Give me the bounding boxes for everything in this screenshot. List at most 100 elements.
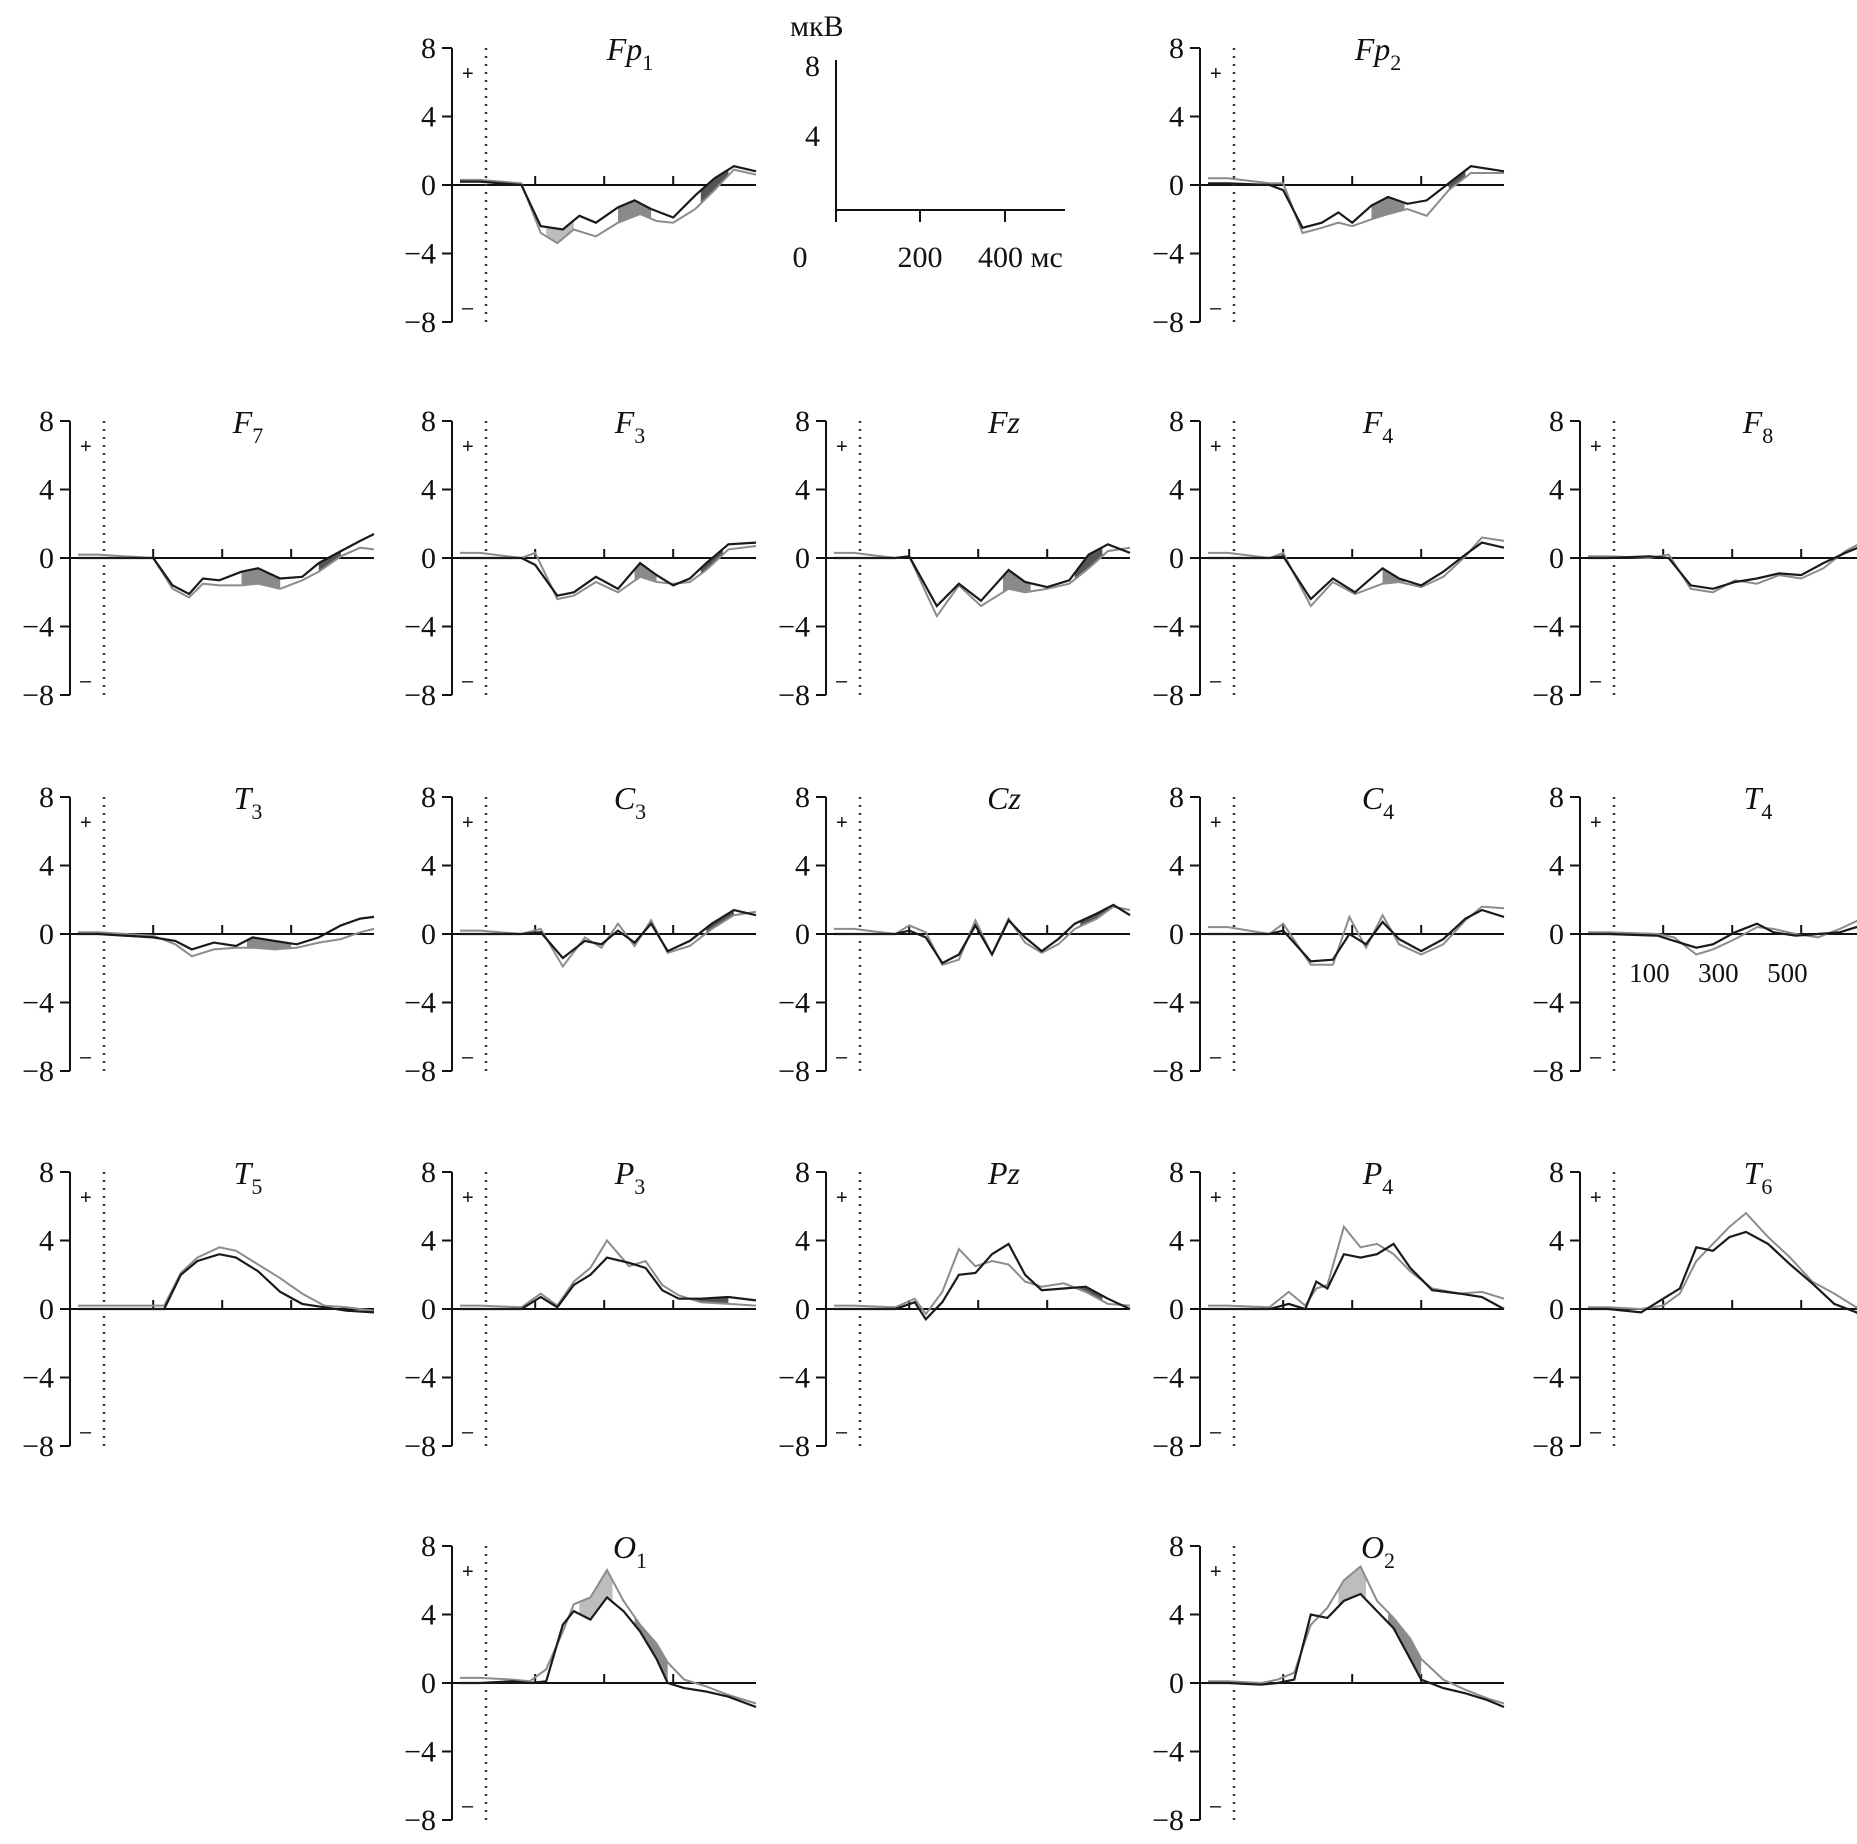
erp-trace-light [1208, 905, 1505, 966]
y-tick-label: 8 [421, 781, 436, 814]
y-tick-label: −4 [778, 611, 810, 644]
panel-title: Fp1 [606, 31, 654, 75]
scale-x-tick-label: 400 мс [978, 241, 1063, 274]
y-tick-label: −8 [1152, 1804, 1184, 1837]
y-tick-label: 8 [421, 1156, 436, 1189]
erp-trace-light [1208, 1564, 1505, 1705]
panel-t4: 8 4 0 −4 −8 + – T4 100 300 500 [1532, 780, 1857, 1088]
difference-area [1338, 1566, 1366, 1607]
y-tick-label: 8 [421, 405, 436, 438]
erp-trace-light [1208, 536, 1505, 608]
erp-trace-light [1208, 172, 1504, 235]
y-tick-label: −8 [1152, 306, 1184, 339]
negative-sign: – [1210, 1795, 1222, 1817]
erp-trace-light [78, 546, 375, 599]
y-tick-label: 4 [1169, 101, 1184, 134]
panel-title: Fz [987, 404, 1021, 440]
scale-reference-panel: мкВ 8 4 0 200 400 мс [790, 10, 1065, 274]
y-tick-label: −4 [1152, 611, 1184, 644]
y-tick-label: 8 [1169, 405, 1184, 438]
panel-t5: 8 4 0 −4 −8 + – T5 [22, 1155, 375, 1463]
difference-area [579, 1570, 613, 1620]
y-tick-label: −8 [22, 679, 54, 712]
y-tick-label: 0 [421, 542, 436, 575]
negative-sign: – [462, 297, 474, 319]
difference-area [700, 169, 729, 204]
y-tick-label: 4 [1549, 474, 1564, 507]
panel-o2: 8 4 0 −4 −8 + – O2 [1152, 1529, 1505, 1837]
y-tick-label: 4 [1549, 1225, 1564, 1258]
erp-trace-dark [1208, 541, 1505, 601]
difference-area [618, 200, 652, 223]
y-tick-label: 8 [795, 1156, 810, 1189]
y-tick-label: −4 [1532, 987, 1564, 1020]
erp-trace-dark [1208, 908, 1505, 963]
panel-title: T6 [1744, 1155, 1773, 1199]
positive-sign: + [462, 812, 474, 834]
panel-title: Fp2 [1354, 31, 1402, 75]
y-tick-label: −4 [22, 1362, 54, 1395]
erp-trace-dark [1588, 922, 1857, 949]
y-tick-label: −4 [1152, 1736, 1184, 1769]
erp-trace-dark [1208, 1592, 1505, 1709]
y-tick-label: −4 [1152, 1362, 1184, 1395]
negative-sign: – [1210, 297, 1222, 319]
negative-sign: – [1210, 1421, 1222, 1443]
erp-trace-light [460, 545, 757, 601]
y-tick-label: 0 [39, 542, 54, 575]
y-tick-label: 4 [1169, 474, 1184, 507]
negative-sign: – [836, 1046, 848, 1068]
scale-y-tick-label: 8 [805, 50, 820, 83]
y-tick-label: −4 [404, 1362, 436, 1395]
positive-sign: + [1210, 1187, 1222, 1209]
negative-sign: – [836, 670, 848, 692]
y-tick-label: 0 [39, 1293, 54, 1326]
y-tick-label: 4 [795, 850, 810, 883]
panel-title: F3 [614, 404, 646, 448]
y-tick-label: 0 [421, 1667, 436, 1700]
difference-area [1074, 547, 1103, 580]
negative-sign: – [1590, 1046, 1602, 1068]
erp-trace-dark [834, 543, 1131, 608]
y-tick-label: 4 [39, 1225, 54, 1258]
difference-area [700, 549, 723, 574]
positive-sign: + [1590, 812, 1602, 834]
erp-trace-light [460, 1567, 757, 1705]
panel-title: T4 [1744, 780, 1773, 824]
y-tick-label: −8 [1152, 1055, 1184, 1088]
erp-trace-light [460, 910, 757, 969]
positive-sign: + [1590, 436, 1602, 458]
y-tick-label: 0 [1549, 918, 1564, 951]
panel-cz: 8 4 0 −4 −8 + – Cz [778, 780, 1131, 1088]
negative-sign: – [836, 1421, 848, 1443]
panel-f7: 8 4 0 −4 −8 + – F7 [22, 404, 375, 712]
y-tick-label: −8 [404, 1804, 436, 1837]
y-tick-label: −8 [778, 1055, 810, 1088]
y-tick-label: 0 [1549, 1293, 1564, 1326]
y-tick-label: −4 [22, 611, 54, 644]
y-tick-label: −8 [22, 1055, 54, 1088]
y-tick-label: 0 [1169, 1293, 1184, 1326]
y-tick-label: 0 [421, 1293, 436, 1326]
panel-p4: 8 4 0 −4 −8 + – P4 [1152, 1155, 1505, 1463]
negative-sign: – [1590, 670, 1602, 692]
positive-sign: + [1590, 1187, 1602, 1209]
positive-sign: + [80, 1187, 92, 1209]
erp-trace-light [1588, 919, 1857, 956]
t4-x-tick-label: 300 [1698, 958, 1739, 988]
y-tick-label: 0 [1169, 542, 1184, 575]
erp-trace-dark [460, 908, 757, 960]
difference-area [634, 563, 657, 582]
y-tick-label: 0 [1169, 169, 1184, 202]
scale-y-tick-label: 4 [805, 120, 820, 153]
y-tick-label: 4 [1169, 850, 1184, 883]
y-tick-label: 8 [1549, 781, 1564, 814]
scale-x-tick-label: 200 [898, 241, 943, 274]
erp-trace-dark [834, 903, 1131, 965]
y-tick-label: 8 [421, 32, 436, 65]
y-tick-label: −8 [404, 679, 436, 712]
negative-sign: – [462, 1421, 474, 1443]
panel-c4: 8 4 0 −4 −8 + – C4 [1152, 780, 1505, 1088]
y-tick-label: −4 [1152, 238, 1184, 271]
